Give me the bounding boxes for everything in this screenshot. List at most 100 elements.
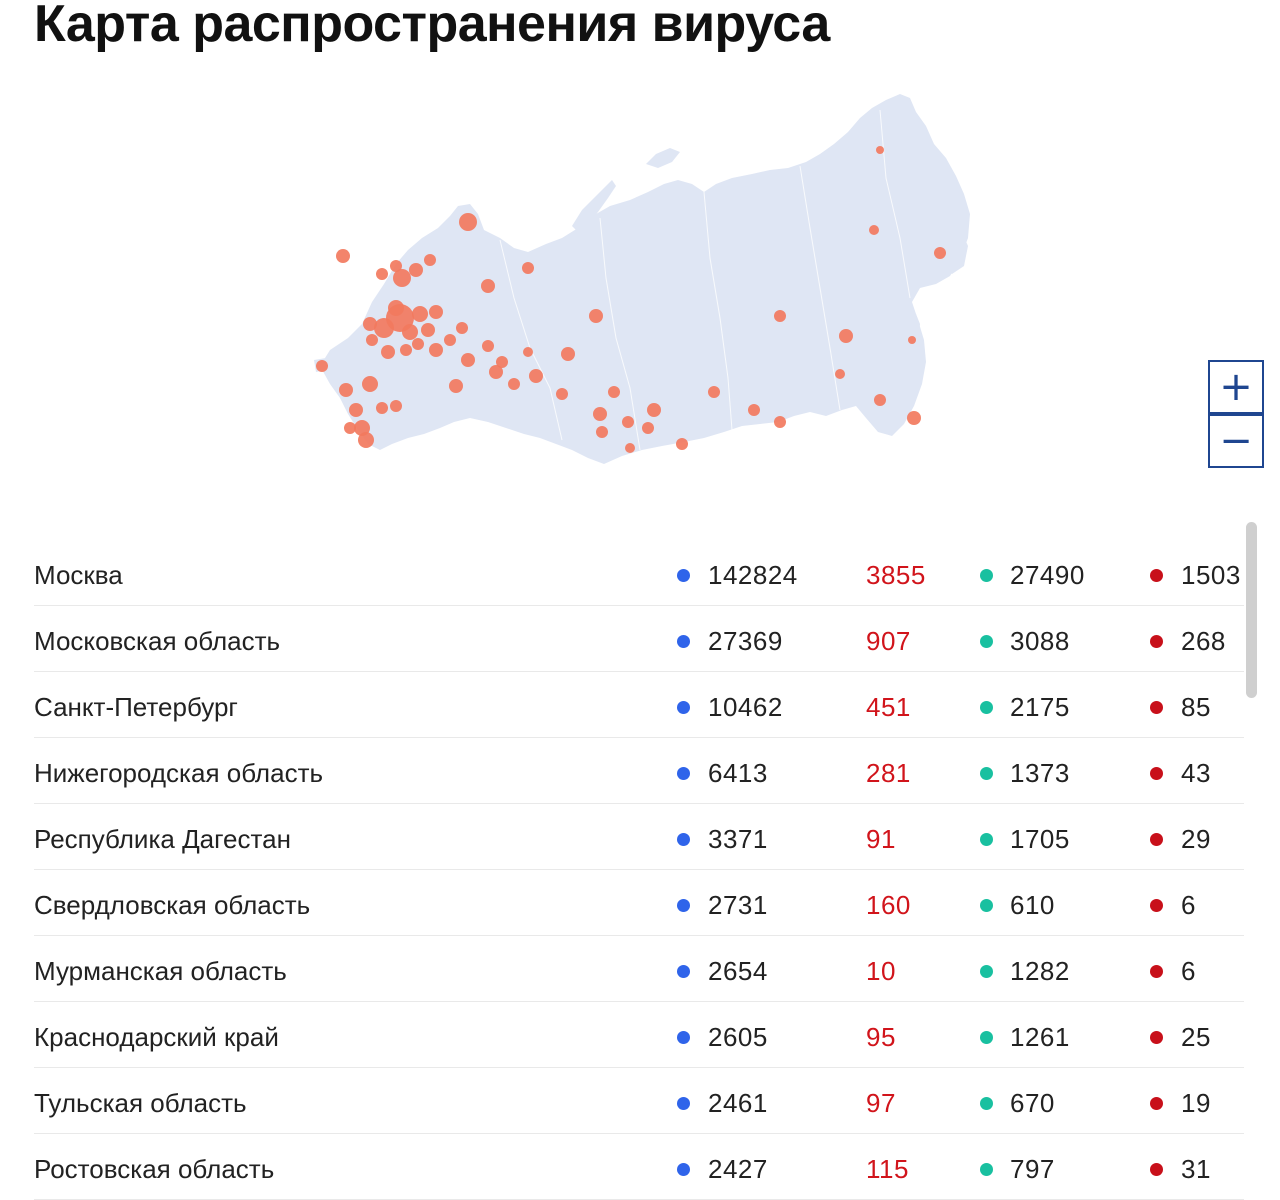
- case-marker[interactable]: [381, 345, 395, 359]
- zoom-in-button[interactable]: +: [1208, 360, 1264, 414]
- case-marker[interactable]: [589, 309, 603, 323]
- table-row[interactable]: Краснодарский край 2605 95 1261 25: [34, 1002, 1244, 1068]
- case-marker[interactable]: [774, 416, 786, 428]
- case-marker[interactable]: [908, 336, 916, 344]
- case-marker[interactable]: [529, 369, 543, 383]
- novaya-zemlya: [572, 180, 616, 232]
- case-marker[interactable]: [869, 225, 879, 235]
- table-row[interactable]: Нижегородская область 6413 281 1373 43: [34, 738, 1244, 804]
- case-marker[interactable]: [412, 306, 428, 322]
- case-marker[interactable]: [400, 344, 412, 356]
- case-marker[interactable]: [496, 356, 508, 368]
- case-marker[interactable]: [774, 310, 786, 322]
- case-marker[interactable]: [676, 438, 688, 450]
- case-marker[interactable]: [482, 340, 494, 352]
- case-marker[interactable]: [647, 403, 661, 417]
- recovered-dot-icon: [980, 1163, 993, 1176]
- russia-map[interactable]: [300, 88, 990, 478]
- case-marker[interactable]: [376, 268, 388, 280]
- case-marker[interactable]: [421, 323, 435, 337]
- case-marker[interactable]: [358, 432, 374, 448]
- case-marker[interactable]: [523, 347, 533, 357]
- deaths-value: 31: [1181, 1154, 1211, 1184]
- case-marker[interactable]: [556, 388, 568, 400]
- case-marker[interactable]: [489, 365, 503, 379]
- case-marker[interactable]: [456, 322, 468, 334]
- table-row[interactable]: Москва 142824 3855 27490 1503: [34, 540, 1244, 606]
- table-row[interactable]: Ростовская область 2427 115 797 31: [34, 1134, 1244, 1200]
- case-marker[interactable]: [402, 324, 418, 340]
- case-marker[interactable]: [412, 338, 424, 350]
- case-marker[interactable]: [339, 383, 353, 397]
- case-marker[interactable]: [934, 247, 946, 259]
- case-marker[interactable]: [376, 402, 388, 414]
- case-marker[interactable]: [596, 426, 608, 438]
- case-marker[interactable]: [409, 263, 423, 277]
- cases-dot-icon: [677, 899, 690, 912]
- case-marker[interactable]: [424, 254, 436, 266]
- map-svg[interactable]: [300, 88, 990, 478]
- case-marker[interactable]: [390, 400, 402, 412]
- recovered-value: 1373: [1010, 758, 1070, 788]
- case-marker[interactable]: [876, 146, 884, 154]
- case-marker[interactable]: [608, 386, 620, 398]
- deaths-value: 6: [1181, 956, 1196, 986]
- zoom-out-button[interactable]: −: [1208, 414, 1264, 468]
- table-row[interactable]: Московская область 27369 907 3088 268: [34, 606, 1244, 672]
- new-cases-value: 907: [866, 626, 911, 656]
- table-row[interactable]: Мурманская область 2654 10 1282 6: [34, 936, 1244, 1002]
- case-marker[interactable]: [349, 403, 363, 417]
- cases-dot-icon: [677, 965, 690, 978]
- region-name: Свердловская область: [34, 890, 311, 920]
- recovered-dot-icon: [980, 635, 993, 648]
- case-marker[interactable]: [561, 347, 575, 361]
- region-name: Тульская область: [34, 1088, 247, 1118]
- case-marker[interactable]: [363, 317, 377, 331]
- case-marker[interactable]: [393, 269, 411, 287]
- case-marker[interactable]: [461, 353, 475, 367]
- case-marker[interactable]: [708, 386, 720, 398]
- deaths-dot-icon: [1150, 1163, 1163, 1176]
- new-cases-value: 160: [866, 890, 911, 920]
- table-row[interactable]: Тульская область 2461 97 670 19: [34, 1068, 1244, 1134]
- recovered-value: 1705: [1010, 824, 1070, 854]
- case-marker[interactable]: [593, 407, 607, 421]
- table-row[interactable]: Санкт-Петербург 10462 451 2175 85: [34, 672, 1244, 738]
- case-marker[interactable]: [508, 378, 520, 390]
- case-marker[interactable]: [390, 260, 402, 272]
- case-marker[interactable]: [874, 394, 886, 406]
- russia-land: [320, 94, 970, 464]
- case-marker[interactable]: [522, 262, 534, 274]
- region-name: Москва: [34, 560, 123, 590]
- case-marker[interactable]: [366, 334, 378, 346]
- case-marker[interactable]: [642, 422, 654, 434]
- table-row[interactable]: Свердловская область 2731 160 610 6: [34, 870, 1244, 936]
- case-marker[interactable]: [316, 360, 328, 372]
- case-marker[interactable]: [622, 416, 634, 428]
- case-marker[interactable]: [388, 300, 404, 316]
- case-marker[interactable]: [336, 249, 350, 263]
- recovered-value: 670: [1010, 1088, 1055, 1118]
- case-marker[interactable]: [362, 376, 378, 392]
- region-table: Москва 142824 3855 27490 1503 Московская…: [34, 540, 1244, 1200]
- deaths-value: 25: [1181, 1022, 1211, 1052]
- deaths-dot-icon: [1150, 701, 1163, 714]
- case-marker[interactable]: [907, 411, 921, 425]
- case-marker[interactable]: [835, 369, 845, 379]
- case-marker[interactable]: [625, 443, 635, 453]
- case-marker[interactable]: [429, 343, 443, 357]
- case-marker[interactable]: [374, 318, 394, 338]
- cases-value: 27369: [708, 626, 783, 656]
- cases-dot-icon: [677, 701, 690, 714]
- deaths-dot-icon: [1150, 965, 1163, 978]
- table-scrollbar[interactable]: [1246, 522, 1257, 698]
- case-marker[interactable]: [449, 379, 463, 393]
- case-marker[interactable]: [344, 422, 356, 434]
- case-marker[interactable]: [481, 279, 495, 293]
- case-marker[interactable]: [459, 213, 477, 231]
- case-marker[interactable]: [748, 404, 760, 416]
- table-row[interactable]: Республика Дагестан 3371 91 1705 29: [34, 804, 1244, 870]
- case-marker[interactable]: [429, 305, 443, 319]
- case-marker[interactable]: [839, 329, 853, 343]
- case-marker[interactable]: [444, 334, 456, 346]
